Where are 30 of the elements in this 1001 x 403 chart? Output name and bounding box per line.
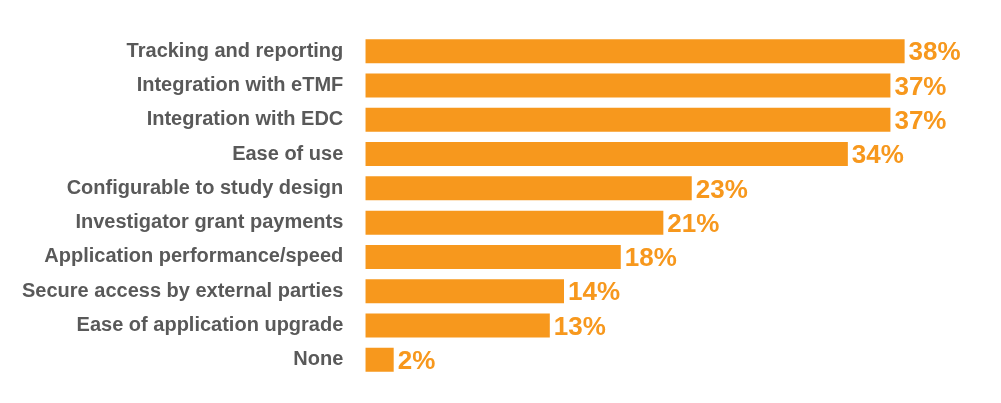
y-tick-label: Integration with EDC	[146, 107, 344, 130]
bar	[365, 347, 394, 372]
bar	[365, 39, 905, 64]
data-label: 34%	[851, 139, 904, 170]
bar	[365, 313, 550, 338]
data-label: 13%	[553, 310, 606, 341]
bar	[365, 279, 564, 304]
data-label: 23%	[695, 173, 748, 204]
y-tick-label: Application performance/speed	[44, 244, 344, 267]
bar	[365, 176, 692, 201]
data-label: 2%	[397, 345, 436, 376]
y-tick-label: Integration with eTMF	[136, 72, 344, 95]
data-label: 18%	[624, 242, 677, 273]
bar	[365, 142, 848, 167]
data-label: 37%	[894, 104, 947, 135]
y-tick-label: Ease of use	[232, 141, 344, 164]
y-tick-label: Secure access by external parties	[22, 278, 344, 301]
y-tick-label: None	[293, 347, 344, 370]
data-label: 21%	[667, 207, 720, 238]
y-tick-label: Tracking and reporting	[126, 38, 344, 61]
bar	[365, 73, 891, 98]
data-label: 38%	[908, 36, 961, 67]
data-label: 14%	[568, 276, 621, 307]
bar	[365, 107, 891, 132]
bar	[365, 244, 621, 269]
data-label: 37%	[894, 70, 947, 101]
y-tick-label: Investigator grant payments	[75, 210, 344, 233]
y-tick-label: Ease of application upgrade	[76, 313, 344, 336]
bar	[365, 210, 664, 235]
y-tick-label: Configurable to study design	[66, 175, 344, 198]
